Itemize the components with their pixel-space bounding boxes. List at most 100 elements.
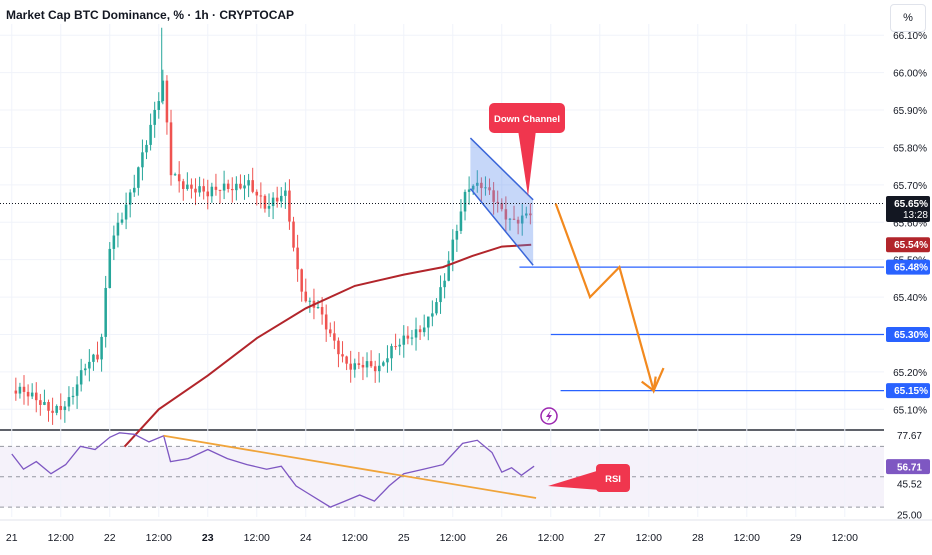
candle-body	[88, 361, 91, 369]
candle	[316, 300, 320, 309]
candle	[365, 352, 369, 378]
lightning-icon-bolt	[546, 410, 552, 422]
rsi-tick-label: 77.67	[897, 431, 922, 442]
x-tick-label-time: 12:00	[734, 532, 760, 544]
candle	[194, 178, 197, 206]
candle-body	[243, 185, 246, 189]
candle	[390, 343, 393, 371]
candle	[410, 329, 414, 346]
candle-body	[92, 354, 95, 362]
candle	[378, 353, 381, 383]
candle	[14, 377, 18, 401]
candle	[177, 161, 181, 193]
candle	[333, 321, 336, 350]
candle	[198, 176, 201, 197]
candle-body	[247, 180, 250, 186]
candle	[443, 273, 446, 299]
candle	[108, 242, 112, 289]
candle	[124, 192, 128, 230]
candle	[157, 92, 161, 119]
candle	[369, 350, 373, 368]
candle	[406, 326, 410, 345]
candle-body	[520, 215, 524, 224]
candle	[67, 386, 71, 412]
candle-body	[296, 247, 299, 270]
candle-body	[173, 174, 177, 176]
candle-body	[51, 410, 54, 413]
rsi-current-badge	[886, 459, 930, 475]
candle-body	[316, 307, 320, 309]
candle	[447, 251, 450, 282]
x-tick-label-time: 12:00	[244, 532, 270, 544]
candle	[79, 358, 83, 392]
candle	[149, 113, 152, 151]
candle-body	[455, 230, 459, 240]
candle	[345, 355, 348, 371]
candle	[394, 333, 397, 350]
candle	[435, 298, 438, 316]
candle-body	[71, 395, 75, 398]
candle	[190, 178, 193, 199]
callout-pointer	[518, 130, 536, 196]
rsi-callout: RSI	[548, 464, 630, 492]
candle	[357, 351, 361, 370]
candle-body	[141, 152, 144, 168]
candle-body	[492, 190, 495, 202]
x-tick-label-time: 12:00	[832, 532, 858, 544]
candle	[39, 393, 42, 416]
candle-body	[26, 391, 30, 397]
candle	[300, 268, 303, 302]
candle	[500, 198, 504, 212]
candle	[422, 314, 426, 337]
candle-body	[190, 184, 193, 189]
candle-body	[259, 195, 263, 197]
candle-body	[406, 335, 410, 339]
candle	[455, 224, 459, 252]
candle	[255, 189, 259, 206]
candle-body	[451, 239, 455, 261]
x-tick-label-time: 12:00	[342, 532, 368, 544]
down-channel-label: Down Channel	[494, 114, 560, 125]
candle-body	[59, 405, 63, 411]
candle	[431, 300, 434, 327]
candle-body	[320, 307, 324, 315]
candle	[63, 401, 67, 423]
candle-body	[484, 187, 487, 189]
candle-body	[402, 335, 406, 345]
candle	[71, 387, 75, 405]
candle	[202, 178, 205, 200]
candle	[373, 360, 377, 383]
candle	[112, 225, 116, 261]
candle-body	[439, 287, 442, 303]
candle	[235, 176, 238, 201]
candle	[75, 376, 79, 409]
candle-body	[100, 336, 103, 360]
lightning-icon	[540, 407, 558, 425]
candle-body	[210, 186, 214, 197]
candle	[231, 177, 234, 203]
callout-box	[489, 103, 565, 133]
candle-body	[378, 365, 381, 372]
candle-body	[235, 183, 238, 191]
candle	[504, 196, 508, 232]
candle-body	[120, 219, 124, 223]
candle-body	[149, 124, 152, 145]
candle	[529, 203, 532, 225]
candle-body	[63, 406, 67, 411]
unit-toggle-button[interactable]: %	[890, 4, 926, 32]
candle-body	[353, 363, 357, 370]
candle-body	[79, 370, 83, 385]
candle	[141, 139, 144, 181]
candle-body	[14, 390, 18, 394]
candle	[382, 360, 385, 367]
x-tick-label-day: 29	[790, 532, 802, 544]
candle-body	[169, 122, 173, 176]
candle-body	[133, 187, 136, 193]
candle	[427, 316, 430, 341]
candle-body	[153, 109, 156, 125]
candle	[116, 212, 120, 248]
candle	[51, 397, 54, 425]
candle	[100, 333, 103, 372]
